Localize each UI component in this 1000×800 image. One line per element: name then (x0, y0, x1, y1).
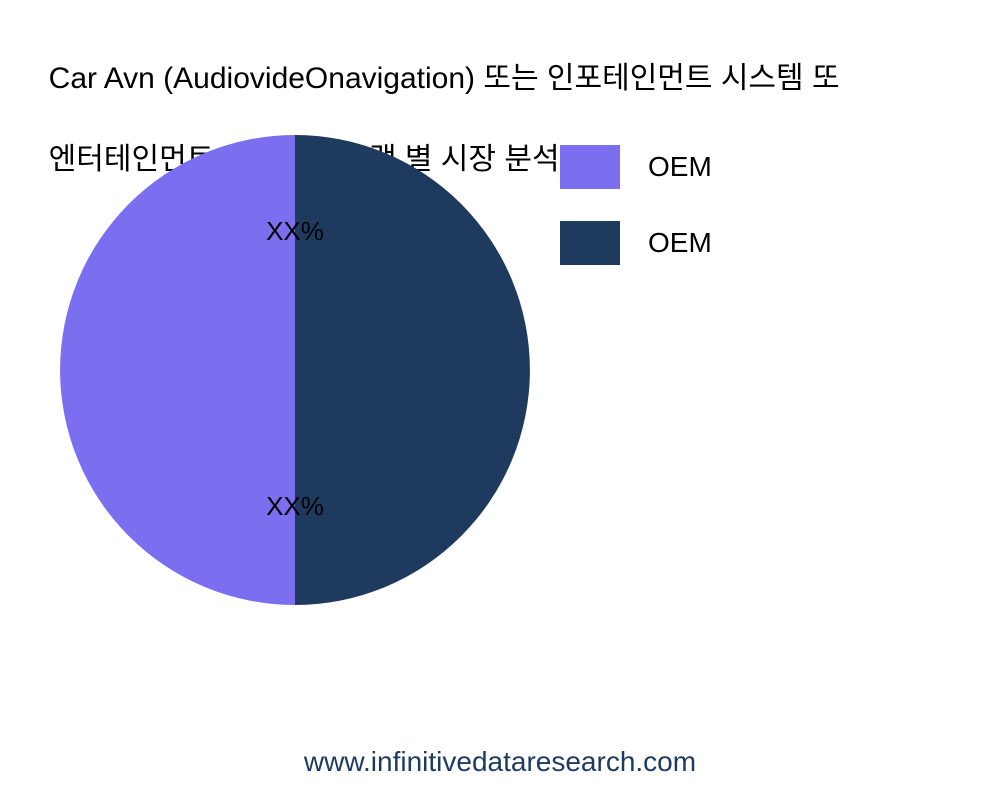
pie-slice-label-0: XX% (266, 216, 324, 246)
legend-item-0: OEM (560, 145, 712, 189)
pie-slice-label-1: XX% (266, 491, 324, 521)
legend-swatch-1 (560, 221, 620, 265)
footer-url: www.infinitivedataresearch.com (0, 746, 1000, 778)
pie-slice-1 (60, 135, 295, 605)
pie-slices (60, 135, 530, 605)
pie-chart: XX% XX% (55, 130, 535, 615)
legend-label-1: OEM (648, 227, 712, 259)
title-line-1: Car Avn (AudiovideOnavigation) 또는 인포테인먼트… (49, 62, 840, 95)
pie-svg: XX% XX% (55, 130, 535, 610)
legend-label-0: OEM (648, 151, 712, 183)
legend-item-1: OEM (560, 221, 712, 265)
pie-slice-0 (295, 135, 530, 605)
legend: OEM OEM (560, 145, 712, 297)
legend-swatch-0 (560, 145, 620, 189)
